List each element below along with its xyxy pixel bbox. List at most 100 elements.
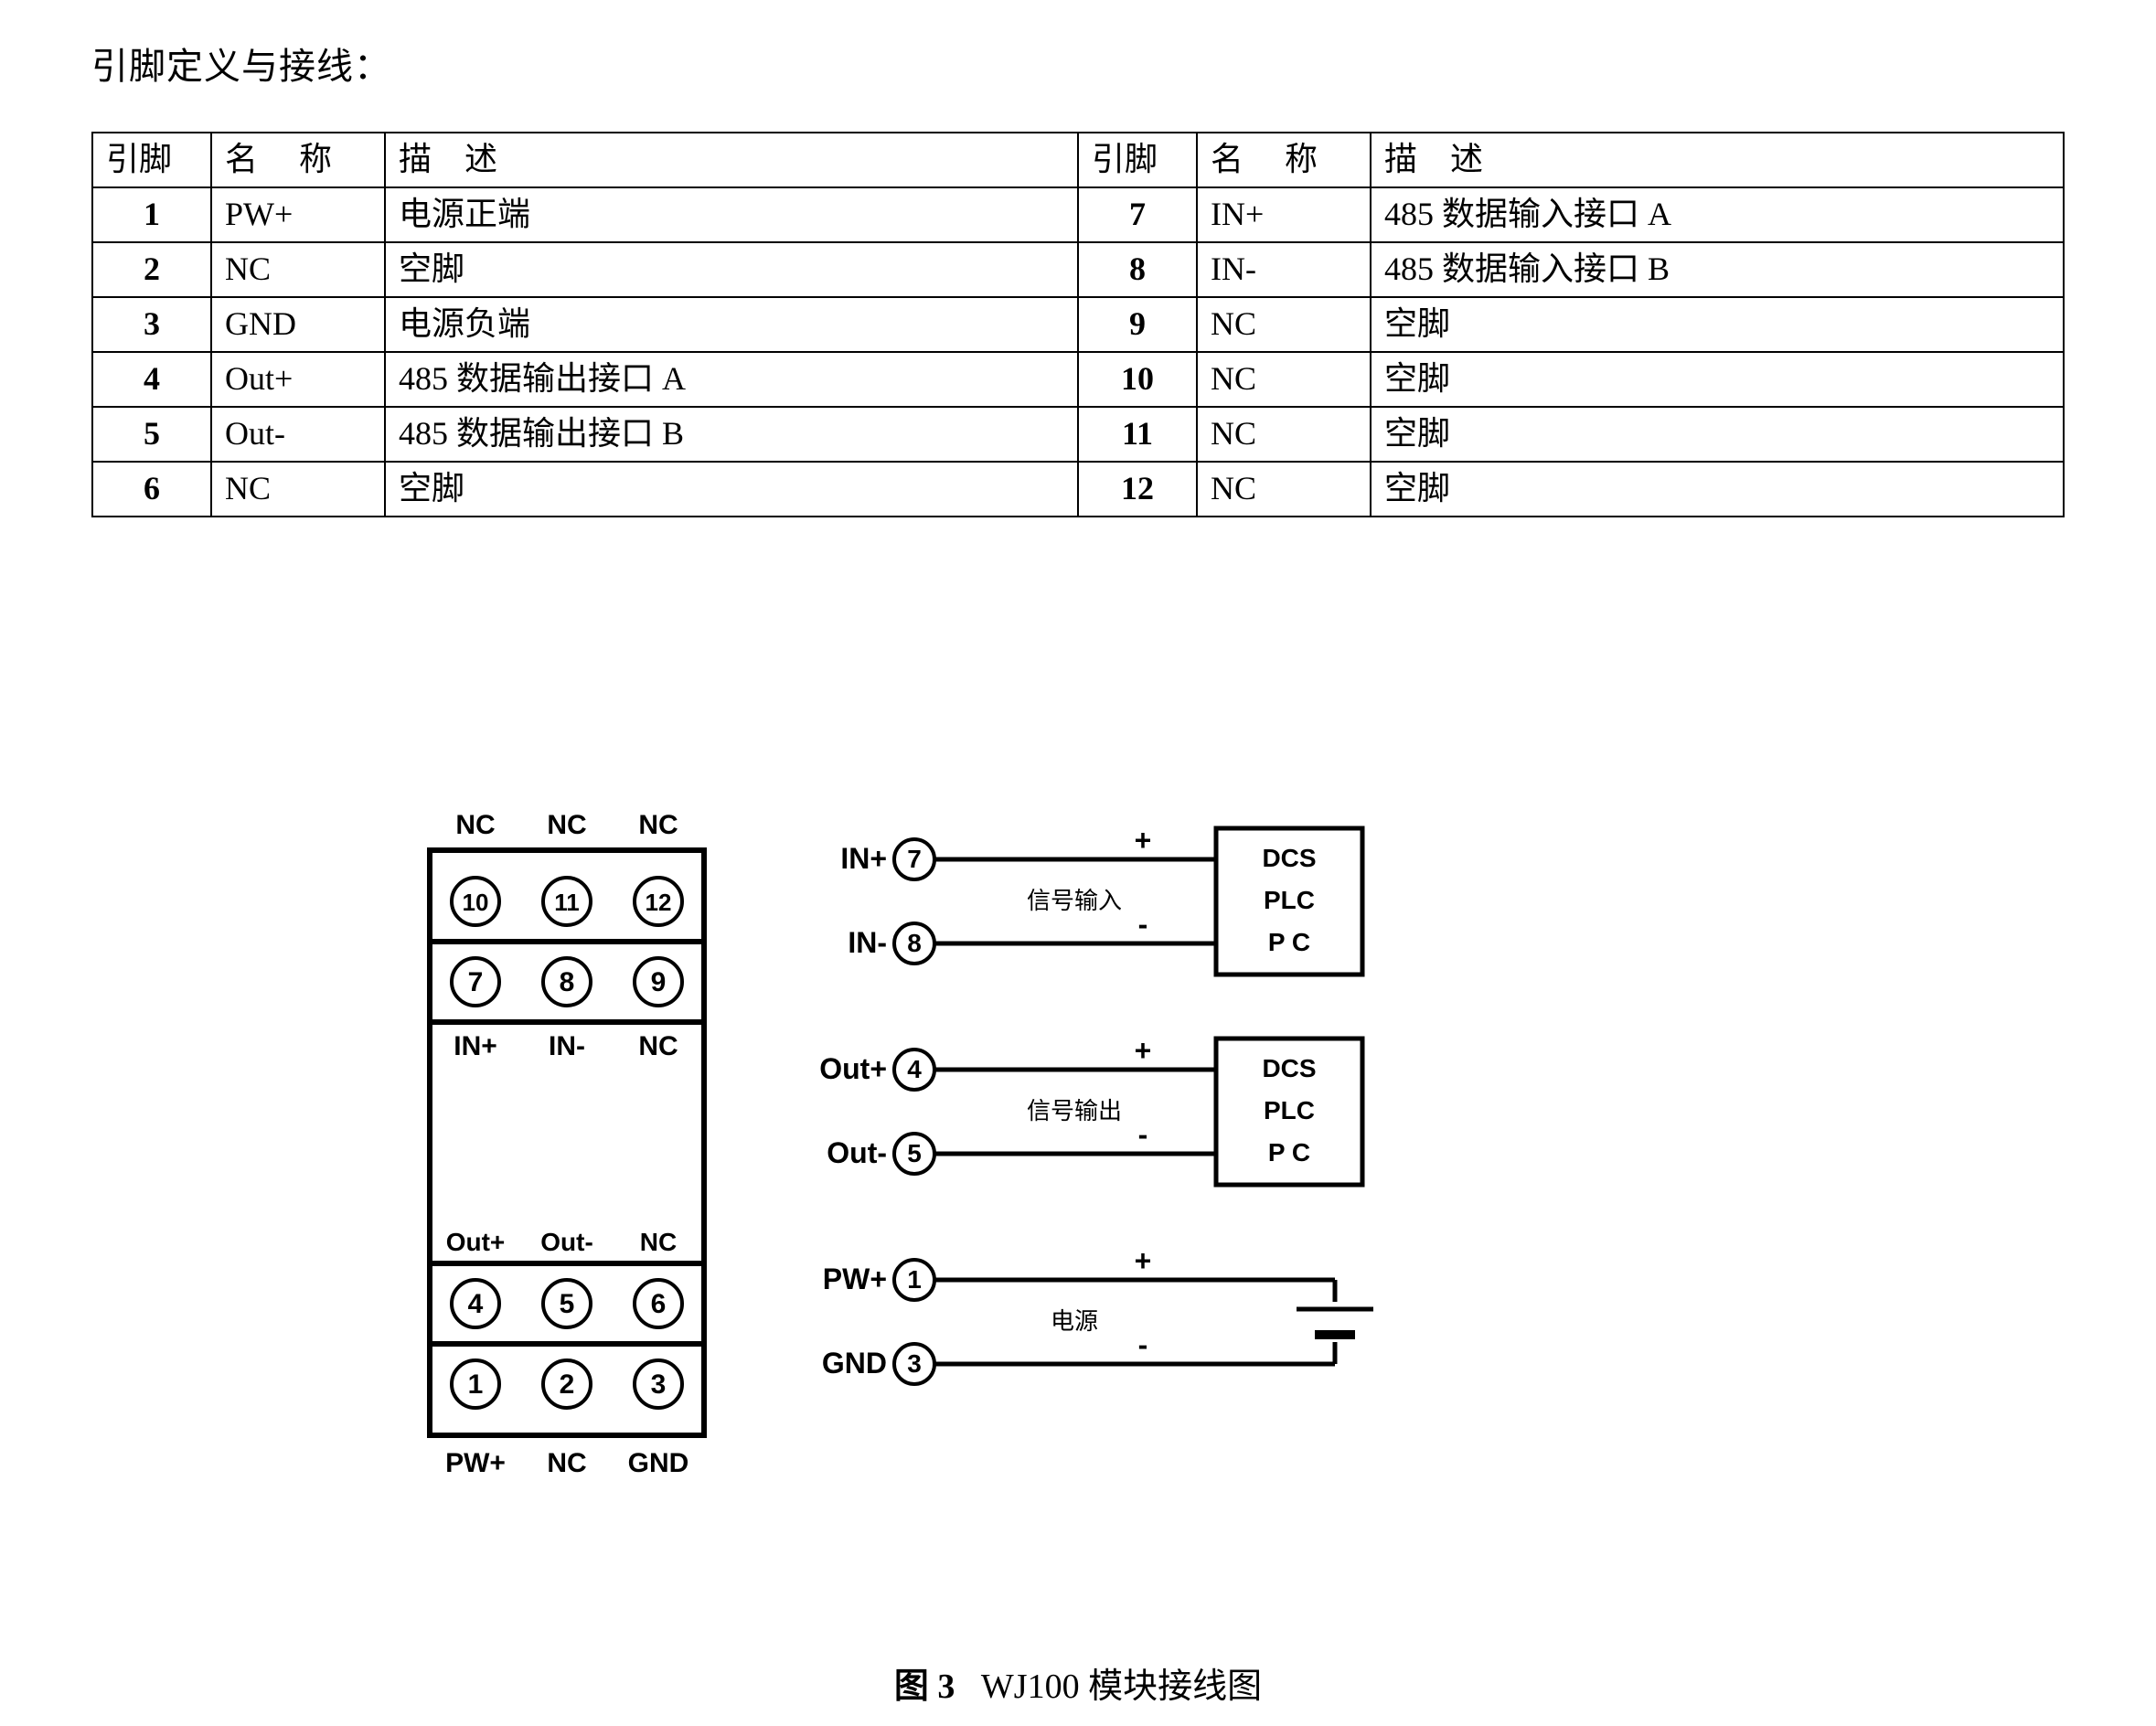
cell-name: IN+ <box>1197 187 1371 242</box>
cell-desc: 空脚 <box>385 462 1078 517</box>
cell-pin: 12 <box>1078 462 1197 517</box>
svg-text:IN-: IN- <box>848 926 887 959</box>
svg-text:电源: 电源 <box>1051 1308 1098 1335</box>
th-name-left: 名 称 <box>211 133 385 187</box>
cell-pin: 3 <box>92 297 211 352</box>
svg-text:NC: NC <box>547 810 586 840</box>
cell-pin: 10 <box>1078 352 1197 407</box>
svg-text:Out+: Out+ <box>819 1052 887 1085</box>
section-title: 引脚定义与接线： <box>91 37 2065 90</box>
svg-text:+: + <box>1135 824 1152 857</box>
svg-text:+: + <box>1135 1244 1152 1277</box>
cell-pin: 7 <box>1078 187 1197 242</box>
svg-text:-: - <box>1138 908 1148 941</box>
svg-text:10: 10 <box>463 889 489 916</box>
svg-text:GND: GND <box>628 1448 689 1478</box>
cell-pin: 1 <box>92 187 211 242</box>
svg-text:-: - <box>1138 1118 1148 1151</box>
cell-pin: 2 <box>92 242 211 297</box>
svg-text:4: 4 <box>468 1289 484 1319</box>
cell-pin: 9 <box>1078 297 1197 352</box>
svg-text:IN-: IN- <box>549 1031 585 1061</box>
svg-text:信号输出: 信号输出 <box>1027 1098 1122 1124</box>
cell-pin: 11 <box>1078 407 1197 462</box>
th-pin-right: 引脚 <box>1078 133 1197 187</box>
svg-text:PW+: PW+ <box>823 1263 887 1295</box>
table-row: 5Out-485 数据输出接口 B11NC空脚 <box>92 407 2064 462</box>
svg-text:3: 3 <box>651 1369 667 1400</box>
cell-name: NC <box>1197 352 1371 407</box>
cell-desc: 空脚 <box>1371 352 2064 407</box>
wiring-diagram-svg: NCNCNCPW+NCGNDIN+IN-NCOut+Out-NC10111278… <box>393 804 1490 1499</box>
svg-text:4: 4 <box>907 1055 922 1083</box>
svg-text:Out-: Out- <box>540 1228 593 1256</box>
svg-text:DCS: DCS <box>1262 1054 1316 1082</box>
th-pin-left: 引脚 <box>92 133 211 187</box>
cell-desc: 空脚 <box>1371 462 2064 517</box>
svg-text:IN+: IN+ <box>840 842 887 875</box>
svg-text:-: - <box>1138 1328 1148 1361</box>
cell-desc: 485 数据输入接口 B <box>1371 242 2064 297</box>
cell-desc: 空脚 <box>385 242 1078 297</box>
svg-text:DCS: DCS <box>1262 844 1316 872</box>
svg-text:11: 11 <box>554 889 580 916</box>
table-row: 2NC空脚8IN-485 数据输入接口 B <box>92 242 2064 297</box>
svg-text:P C: P C <box>1268 1138 1310 1167</box>
cell-name: NC <box>1197 297 1371 352</box>
figure-caption: 图 3 WJ100 模块接线图 <box>0 1657 2156 1708</box>
cell-pin: 8 <box>1078 242 1197 297</box>
svg-text:NC: NC <box>638 1031 678 1061</box>
svg-text:NC: NC <box>640 1228 677 1256</box>
svg-text:NC: NC <box>547 1448 586 1478</box>
cell-name: Out- <box>211 407 385 462</box>
cell-pin: 5 <box>92 407 211 462</box>
th-desc-left: 描 述 <box>385 133 1078 187</box>
cell-desc: 电源正端 <box>385 187 1078 242</box>
table-row: 1PW+电源正端7IN+485 数据输入接口 A <box>92 187 2064 242</box>
svg-text:GND: GND <box>822 1347 887 1380</box>
cell-desc: 485 数据输出接口 A <box>385 352 1078 407</box>
cell-desc: 空脚 <box>1371 297 2064 352</box>
svg-text:IN+: IN+ <box>454 1031 497 1061</box>
table-row: 4Out+485 数据输出接口 A10NC空脚 <box>92 352 2064 407</box>
svg-text:5: 5 <box>907 1139 922 1167</box>
svg-text:9: 9 <box>651 967 667 997</box>
table-header-row: 引脚 名 称 描 述 引脚 名 称 描 述 <box>92 133 2064 187</box>
cell-name: NC <box>1197 462 1371 517</box>
svg-text:12: 12 <box>646 889 672 916</box>
wiring-diagram: NCNCNCPW+NCGNDIN+IN-NCOut+Out-NC10111278… <box>393 804 1490 1536</box>
cell-name: NC <box>1197 407 1371 462</box>
svg-text:5: 5 <box>560 1289 575 1319</box>
svg-text:+: + <box>1135 1034 1152 1067</box>
cell-name: PW+ <box>211 187 385 242</box>
cell-pin: 6 <box>92 462 211 517</box>
svg-text:Out+: Out+ <box>446 1228 506 1256</box>
svg-text:7: 7 <box>907 845 922 873</box>
svg-text:PLC: PLC <box>1264 886 1315 914</box>
svg-text:Out-: Out- <box>827 1136 887 1169</box>
svg-text:PW+: PW+ <box>445 1448 506 1478</box>
cell-desc: 485 数据输入接口 A <box>1371 187 2064 242</box>
cell-name: NC <box>211 462 385 517</box>
cell-name: Out+ <box>211 352 385 407</box>
svg-text:NC: NC <box>638 810 678 840</box>
cell-name: IN- <box>1197 242 1371 297</box>
cell-name: NC <box>211 242 385 297</box>
svg-text:2: 2 <box>560 1369 575 1400</box>
svg-text:1: 1 <box>907 1265 922 1294</box>
cell-desc: 485 数据输出接口 B <box>385 407 1078 462</box>
th-desc-right: 描 述 <box>1371 133 2064 187</box>
svg-text:7: 7 <box>468 967 484 997</box>
cell-name: GND <box>211 297 385 352</box>
cell-desc: 电源负端 <box>385 297 1078 352</box>
svg-text:信号输入: 信号输入 <box>1027 888 1122 914</box>
svg-text:8: 8 <box>907 929 922 957</box>
cell-pin: 4 <box>92 352 211 407</box>
th-name-right: 名 称 <box>1197 133 1371 187</box>
svg-text:8: 8 <box>560 967 575 997</box>
table-row: 6NC空脚12NC空脚 <box>92 462 2064 517</box>
table-row: 3GND电源负端9NC空脚 <box>92 297 2064 352</box>
svg-text:3: 3 <box>907 1349 922 1378</box>
pin-definition-table: 引脚 名 称 描 述 引脚 名 称 描 述 1PW+电源正端7IN+485 数据… <box>91 132 2065 517</box>
cell-desc: 空脚 <box>1371 407 2064 462</box>
